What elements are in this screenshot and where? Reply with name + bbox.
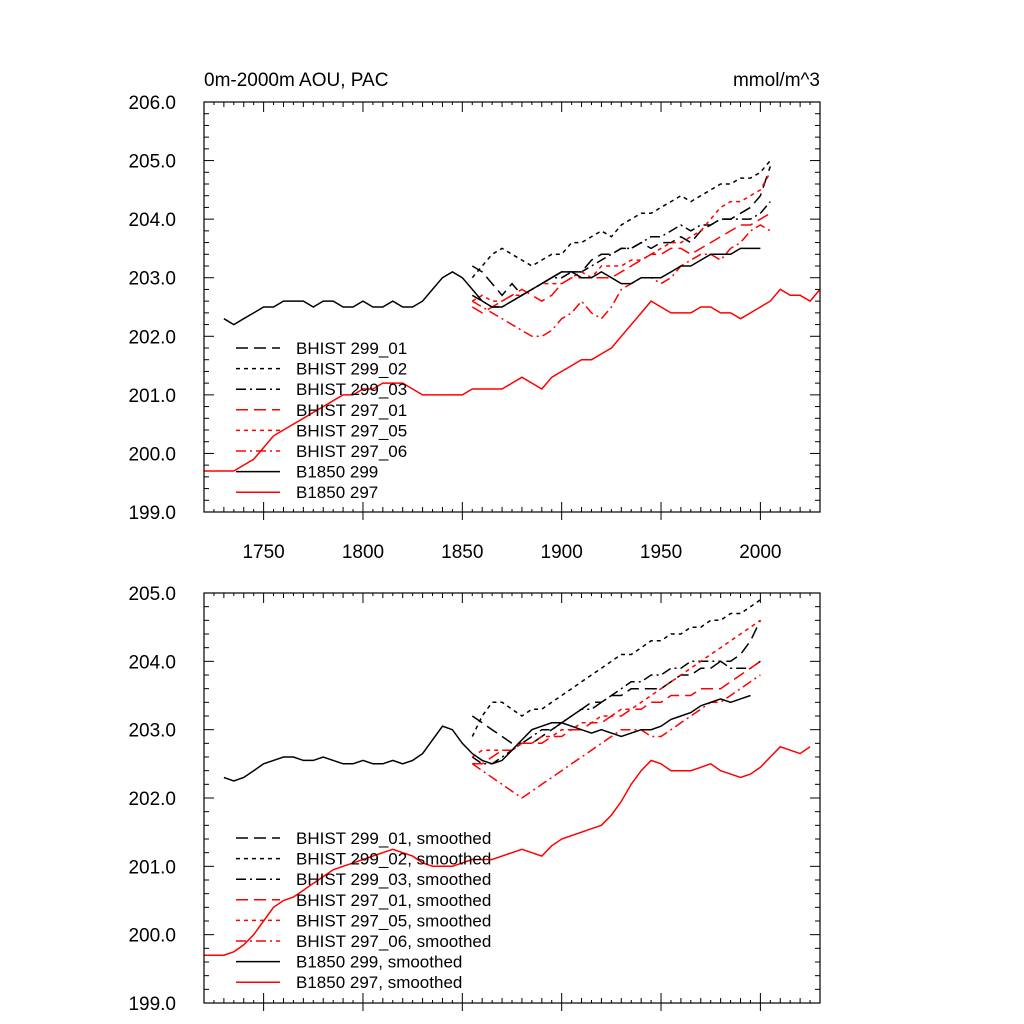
series-line <box>471 619 761 758</box>
y-tick-label: 202.0 <box>128 327 176 348</box>
top-panel-title: 0m-2000m AOU, PAC <box>204 70 388 91</box>
series-line <box>471 674 761 799</box>
y-tick-label: 205.0 <box>128 584 176 605</box>
series-line <box>223 694 751 782</box>
y-tick-label: 200.0 <box>128 926 176 947</box>
series-line <box>471 660 761 765</box>
series-line <box>471 599 761 737</box>
x-tick-label: 1750 <box>242 542 284 563</box>
series-line <box>471 160 771 279</box>
y-tick-label: 199.0 <box>128 994 176 1015</box>
bottom-panel: 199.0 200.0 201.0 202.0 203.0 204.0 205.0 BHIS… <box>128 584 821 1015</box>
series-line <box>471 212 771 314</box>
x-tick-label: 1800 <box>342 542 384 563</box>
legend-label: BHIST 297_01 <box>296 401 407 420</box>
bottom-panel-series <box>204 599 811 956</box>
series-line <box>204 745 811 956</box>
y-tick-label: 206.0 <box>128 93 176 114</box>
y-tick-label: 199.0 <box>128 503 176 524</box>
bottom-panel-frame <box>203 592 821 1004</box>
legend-label: BHIST 299_03 <box>296 380 407 399</box>
y-tick-label: 204.0 <box>128 210 176 231</box>
y-tick-label: 201.0 <box>128 386 176 407</box>
series-line <box>471 619 762 745</box>
legend-label: B1850 299 <box>296 463 378 482</box>
y-tick-label: 200.0 <box>128 444 176 465</box>
x-tick-label: 1850 <box>441 542 483 563</box>
y-tick-label: 203.0 <box>128 721 176 742</box>
x-tick-label: 2000 <box>739 542 781 563</box>
series-line <box>472 660 761 765</box>
y-tick-label: 205.0 <box>128 152 176 173</box>
x-tick-label: 1900 <box>541 542 583 563</box>
legend-label: B1850 297, smoothed <box>296 973 462 992</box>
legend-label: BHIST 299_03, smoothed <box>296 870 491 889</box>
legend-label: BHIST 297_06 <box>296 442 407 461</box>
top-panel-units: mmol/m^3 <box>733 70 820 91</box>
top-panel: 0m-2000m AOU, PAC mmol/m^3 1750 1800 1850 1… <box>128 70 821 563</box>
legend-label: BHIST 299_01 <box>296 339 407 358</box>
series-line <box>204 288 821 472</box>
series-line <box>223 247 761 326</box>
legend-label: B1850 299, smoothed <box>296 953 462 972</box>
series-line <box>471 171 771 302</box>
bottom-panel-legend: BHIST 299_01, smoothed BHIST 299_02, smoo… <box>236 829 491 992</box>
bottom-panel-ticks: 199.0 200.0 201.0 202.0 203.0 204.0 205.0 <box>128 584 821 1015</box>
y-tick-label: 203.0 <box>128 269 176 290</box>
top-panel-ticks: 1750 1800 1850 1900 1950 2000 199.0 200.0 201.0 2… <box>128 93 821 563</box>
legend-label: BHIST 299_02 <box>296 360 407 379</box>
y-tick-label: 204.0 <box>128 652 176 673</box>
x-tick-label: 1950 <box>640 542 682 563</box>
y-tick-label: 201.0 <box>128 857 176 878</box>
y-tick-label: 202.0 <box>128 789 176 810</box>
legend-label: BHIST 297_06, smoothed <box>296 932 491 951</box>
series-line <box>471 166 772 297</box>
legend-label: BHIST 297_05, smoothed <box>296 911 491 930</box>
top-panel-frame <box>203 101 821 513</box>
series-line <box>471 224 771 338</box>
legend-label: BHIST 299_01, smoothed <box>296 829 491 848</box>
top-panel-series <box>204 160 821 472</box>
legend-label: BHIST 297_05 <box>296 421 407 440</box>
legend-label: BHIST 299_02, smoothed <box>296 850 491 869</box>
legend-label: B1850 297 <box>296 483 378 502</box>
legend-label: BHIST 297_01, smoothed <box>296 891 491 910</box>
